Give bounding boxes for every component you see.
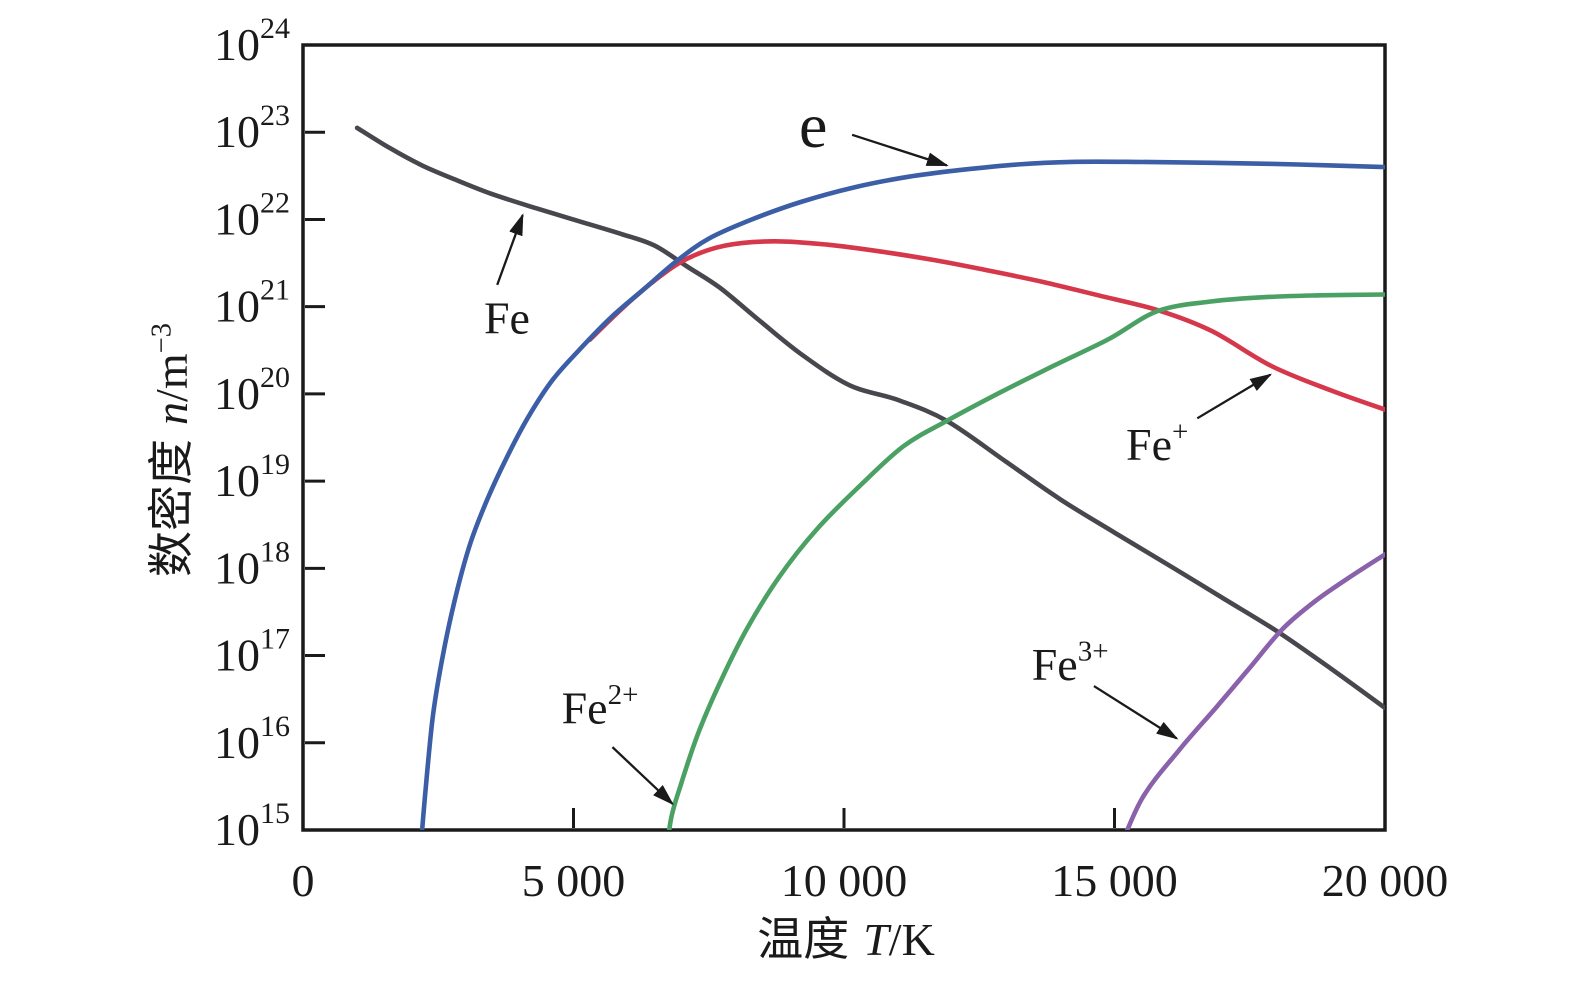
x-axis-title-cjk: 温度 xyxy=(757,914,850,965)
y-tick-label: 1015 xyxy=(214,797,290,855)
x-axis-title-variable: T xyxy=(863,914,889,965)
y-tick-label: 1024 xyxy=(214,12,290,70)
y-tick-label: 1022 xyxy=(214,186,290,244)
annotation-fe2-plus-label: Fe2+ xyxy=(562,679,639,733)
y-tick-label: 1019 xyxy=(214,448,290,506)
annotation-fe-label: Fe xyxy=(484,293,530,344)
annotation-fe-plus-label: Fe+ xyxy=(1126,416,1188,470)
x-axis: 0 5 000 10 000 15 000 20 000 xyxy=(292,808,1449,906)
y-axis-title-cjk: 数密度 xyxy=(146,438,197,577)
annotation-e-arrow xyxy=(851,133,949,167)
series-e-curve xyxy=(419,159,1385,830)
x-tick-label: 5 000 xyxy=(522,855,626,906)
annotation-e: e xyxy=(799,90,949,167)
y-tick-label: 1017 xyxy=(214,623,290,681)
x-axis-title-unit: /K xyxy=(888,914,935,965)
y-tick-label: 1016 xyxy=(214,710,290,768)
annotation-fe3-plus-arrow xyxy=(1093,685,1179,740)
annotation-e-label: e xyxy=(799,90,827,161)
annotation-fe3-plus: Fe3+ xyxy=(1032,636,1179,740)
annotation-fe-plus: Fe+ xyxy=(1126,373,1273,470)
x-tick-label: 0 xyxy=(292,855,315,906)
series-curves xyxy=(354,125,1385,830)
annotation-fe2-plus: Fe2+ xyxy=(562,679,674,806)
annotation-fe-plus-arrow xyxy=(1196,373,1273,420)
y-tick-label: 1020 xyxy=(214,361,290,419)
series-fe-curve xyxy=(354,125,1385,711)
series-fe-plus-curve xyxy=(587,238,1385,412)
annotation-fe3-plus-label: Fe3+ xyxy=(1032,636,1109,690)
x-tick-label: 20 000 xyxy=(1322,855,1449,906)
series-fe2-plus-curve xyxy=(666,292,1385,830)
y-tick-label: 1018 xyxy=(214,535,290,593)
y-tick-label: 1023 xyxy=(214,99,290,157)
x-tick-label: 15 000 xyxy=(1051,855,1178,906)
x-tick-label: 10 000 xyxy=(781,855,908,906)
y-axis-title: 数密度 n/m−3 xyxy=(135,323,201,577)
annotation-fe: Fe xyxy=(484,213,530,344)
y-tick-label: 1021 xyxy=(214,274,290,332)
annotation-fe2-plus-arrow xyxy=(611,746,674,806)
y-axis: 1015 1016 1017 1018 1019 1020 1021 1022 1023 1024 xyxy=(214,12,325,855)
y-axis-title-unit: /m xyxy=(146,353,197,402)
series-fe3-plus-curve xyxy=(1124,552,1385,830)
x-axis-title: 温度 T/K xyxy=(757,903,935,969)
y-axis-title-exponent: −3 xyxy=(146,323,178,354)
plot-frame xyxy=(301,43,1387,832)
annotation-fe-arrow xyxy=(496,213,524,286)
y-axis-title-variable: n xyxy=(146,401,197,425)
